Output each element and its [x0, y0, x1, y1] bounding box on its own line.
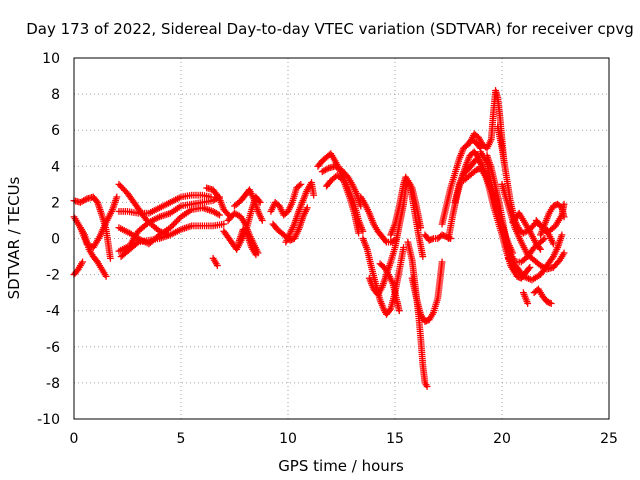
x-tick-labels: 0 5 10 15 20 25: [70, 431, 618, 447]
data-point: [173, 218, 180, 225]
data-point: [220, 220, 228, 228]
data-point: [296, 182, 303, 189]
data-point: [547, 300, 555, 307]
x-tick-label: 5: [177, 431, 186, 447]
y-tick-label: -10: [37, 412, 60, 428]
data-point: [423, 383, 431, 390]
y-tick-label: 8: [51, 87, 60, 103]
data-point: [166, 224, 174, 232]
data-point: [438, 258, 446, 266]
data-point: [537, 245, 544, 253]
data-point: [252, 251, 260, 259]
x-tick-label: 15: [386, 431, 404, 447]
data-point: [524, 300, 532, 307]
data-point: [560, 249, 568, 257]
data-point: [171, 219, 179, 227]
data-point: [169, 221, 177, 228]
data-point: [102, 273, 110, 280]
data-point: [133, 239, 141, 247]
data-point: [558, 231, 566, 239]
data-point: [400, 244, 407, 251]
y-axis-label: SDTVAR / TECUs: [5, 176, 23, 299]
data-point: [541, 235, 549, 242]
x-tick-label: 0: [70, 431, 79, 447]
y-tick-labels: -10 -8 -6 -4 -2 0 2 4 6 8 10: [37, 51, 60, 428]
data-point: [525, 265, 533, 273]
y-tick-label: 0: [51, 232, 60, 248]
data-point: [310, 191, 318, 199]
y-tick-label: -6: [46, 340, 60, 356]
y-tick-label: 2: [51, 195, 60, 211]
data-point: [113, 193, 121, 201]
data-point: [213, 262, 221, 269]
data-point: [536, 244, 543, 252]
y-tick-label: 4: [51, 159, 60, 175]
data-point: [214, 210, 222, 218]
y-tick-label: 10: [42, 51, 60, 67]
data-points: [70, 87, 568, 390]
data-point: [174, 216, 182, 224]
data-point: [526, 263, 534, 271]
data-point: [323, 165, 331, 173]
data-point: [297, 180, 305, 188]
data-point: [81, 196, 89, 204]
data-point: [386, 306, 394, 314]
data-point: [381, 237, 389, 245]
data-point: [79, 258, 86, 266]
y-tick-label: 6: [51, 123, 60, 139]
x-tick-label: 20: [493, 431, 511, 447]
plot-frame: [73, 57, 610, 420]
data-point: [355, 229, 363, 237]
y-tick-label: -2: [46, 268, 60, 284]
data-point: [419, 253, 427, 260]
x-tick-label: 25: [600, 431, 618, 447]
y-tick-label: -4: [46, 304, 60, 320]
data-point: [216, 211, 223, 219]
data-point: [560, 200, 568, 208]
chart-title: Day 173 of 2022, Sidereal Day-to-day VTE…: [26, 20, 633, 38]
data-point: [106, 254, 114, 262]
data-point: [395, 307, 403, 315]
data-point: [539, 236, 547, 244]
y-tick-label: -8: [46, 376, 60, 392]
x-axis-label: GPS time / hours: [278, 457, 404, 475]
data-point: [168, 222, 176, 230]
x-tick-label: 10: [279, 431, 297, 447]
data-point: [258, 217, 266, 224]
data-point: [303, 204, 311, 212]
